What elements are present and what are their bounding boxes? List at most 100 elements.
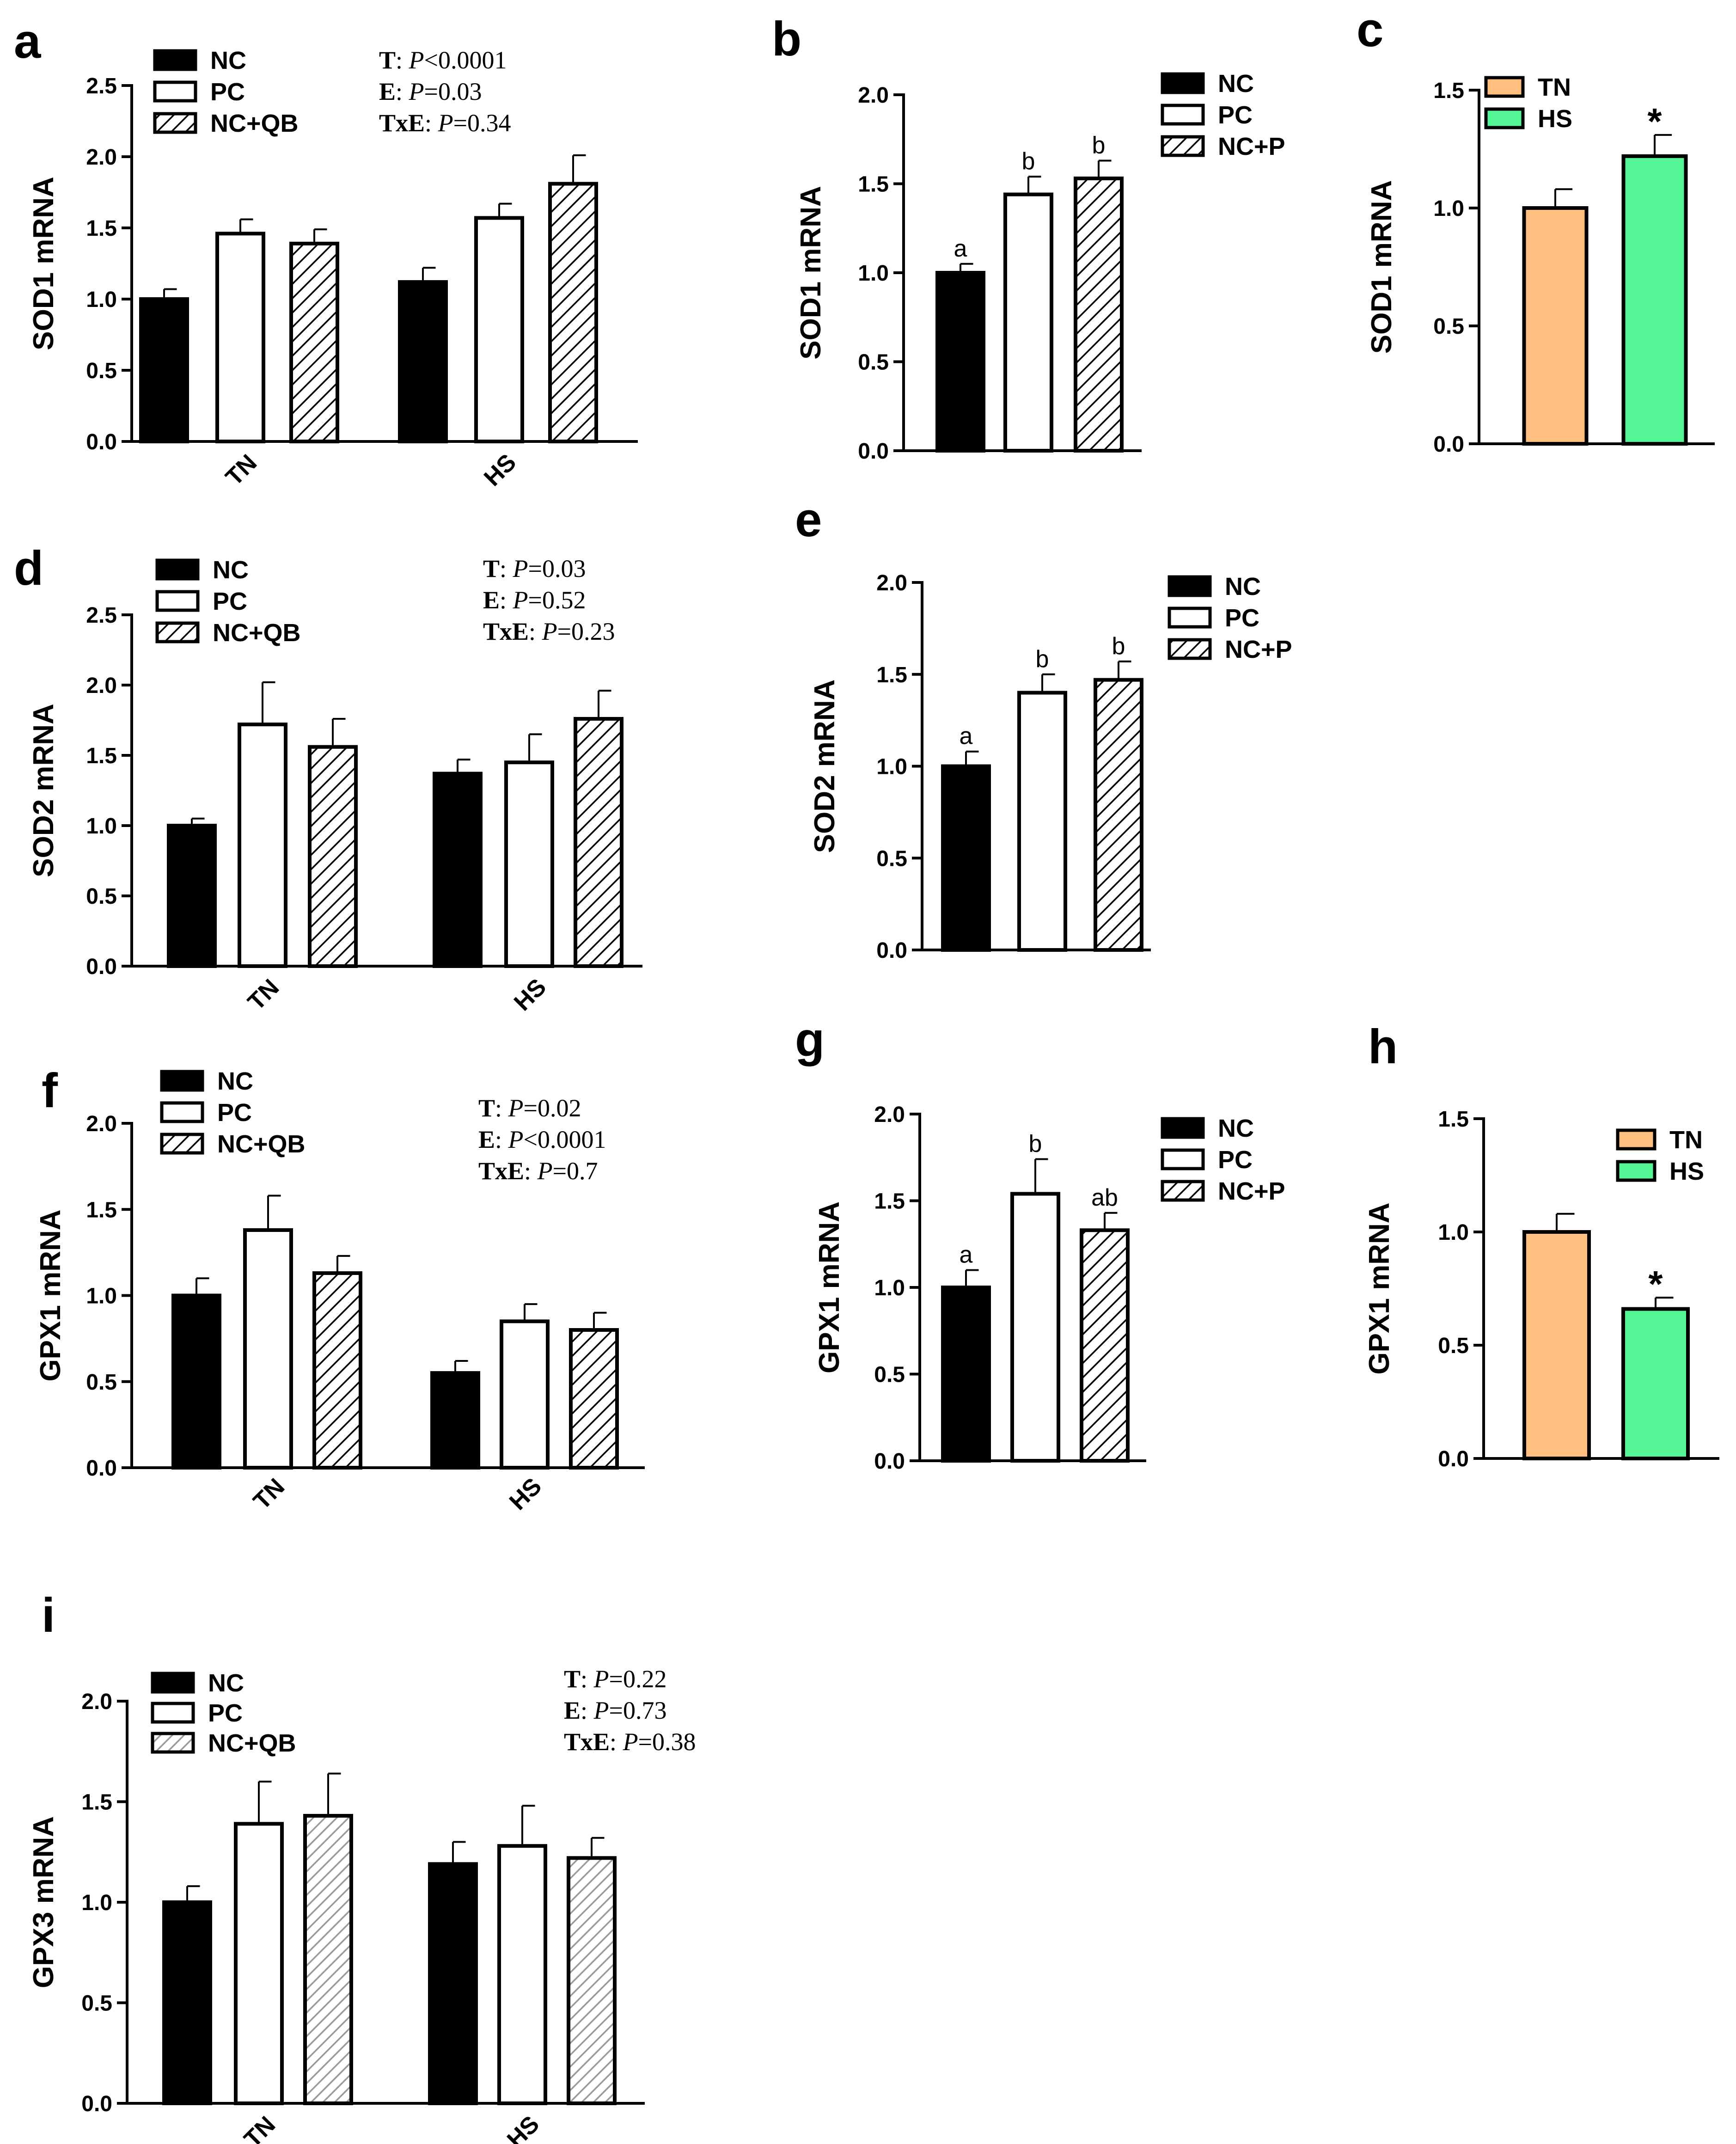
bar-nc-hs [433,772,483,968]
panel-letter-h: h [1368,1020,1398,1074]
legend-swatch [1161,104,1205,126]
stat-p: P [508,1126,524,1153]
bar-nc-qb-tn [308,745,358,968]
x-category-label: TN [243,974,284,1016]
panel-e: e 0.0 0.5 1.0 1.5 2.0 SOD2 mRNA a b b NC PC NC+P [795,493,1292,963]
stat-key: E [379,78,396,105]
stat-sep: : [425,109,438,137]
legend-swatch [1616,1160,1657,1182]
bar-nc [941,764,991,952]
x-category-label: TN [220,449,262,491]
stat-value: =0.52 [528,586,586,614]
y-tick-label: 0.0 [876,938,907,963]
y-tick-label: 1.0 [876,755,907,779]
legend-swatch [155,558,200,581]
panel-letter-d: d [14,541,43,595]
y-tick-label: 1.5 [81,1790,112,1815]
stat-key: E [483,586,500,614]
y-tick-label: 1.0 [86,1284,117,1309]
stat-sep: : [581,1665,594,1693]
stat-key: TxE [478,1157,524,1185]
stat-value: <0.0001 [524,1126,606,1153]
stat-line: E: P=0.52 [483,586,586,614]
y-axis-label: SOD1 mRNA [1366,180,1398,354]
stat-sep: : [581,1697,594,1724]
y-tick-label: 2.5 [86,74,117,98]
stat-sep: : [495,1126,508,1153]
y-tick-label: 0.5 [81,1991,112,2016]
panel-letter-c: c [1357,3,1383,57]
stat-value: =0.02 [524,1094,581,1122]
y-tick-label: 0.0 [1438,1447,1469,1471]
legend-label: NC [1218,1115,1254,1142]
stat-line: T: P=0.03 [483,555,586,582]
y-tick-label: 0.5 [86,1370,117,1395]
legend-label: NC [213,556,249,584]
y-tick-label: 1.5 [86,1198,117,1222]
y-tick-label: 0.0 [86,1456,117,1481]
legend: TN HS [1484,74,1572,133]
y-tick-label: 2.0 [86,674,117,698]
x-category-label: TN [239,2111,281,2144]
y-axis-label: SOD1 mRNA [795,186,827,360]
bar-tn [1522,206,1589,446]
legend-label: NC [1225,573,1261,600]
y-axis-label: SOD2 mRNA [809,680,841,853]
stat-sep: : [396,78,409,105]
bar-pc-tn [238,723,287,968]
stat-key: TxE [379,109,425,137]
y-tick-label: 0.0 [858,439,889,464]
stat-value: =0.7 [553,1157,598,1185]
panel-letter-i: i [42,1588,55,1642]
stat-p: P [537,1157,553,1185]
significance-label: a [954,235,967,262]
legend-label: PC [217,1099,252,1127]
y-axis-label: GPX1 mRNA [813,1201,845,1373]
stat-value: <0.0001 [424,46,507,74]
y-tick-label: 1.0 [86,814,117,839]
y-tick-label: 2.0 [876,571,907,595]
legend-swatch [155,590,200,612]
bar-hs [1621,1307,1690,1461]
stat-line: TxE: P=0.7 [478,1157,598,1185]
y-tick-label: 0.5 [858,350,889,375]
stat-value: =0.23 [557,618,615,645]
bar-nc-p [1074,176,1124,453]
bar-nc-tn [162,1900,212,2105]
stat-key: TxE [564,1728,610,1756]
x-category-label: HS [479,449,521,491]
stat-value: =0.34 [453,109,511,137]
significance-label: * [1647,101,1662,142]
significance-label: * [1648,1263,1663,1305]
stat-line: TxE: P=0.34 [379,109,511,137]
stat-key: E [478,1126,495,1153]
stat-value: =0.38 [638,1728,696,1756]
bar-pc-hs [497,1844,547,2105]
y-tick-label: 1.0 [1433,196,1464,221]
panel-d: d 0.0 0.5 1.0 1.5 2.0 2.5 SOD2 mRNA TN HS NC PC NC+Q… [14,541,642,1016]
legend-swatch [160,1133,204,1155]
bar-pc [1010,1192,1060,1463]
y-tick-label: 2.0 [874,1103,905,1127]
y-axis-label: SOD2 mRNA [28,704,60,877]
legend-label: HS [1669,1158,1704,1185]
x-category-label: HS [509,974,551,1016]
stat-p: P [438,109,453,137]
bar-nc-qb-hs [569,1328,619,1470]
y-axis-label: GPX3 mRNA [28,1816,60,1988]
legend-label: NC [208,1669,244,1697]
bar-nc-hs [428,1862,478,2106]
significance-label: ab [1091,1184,1118,1211]
bar-nc-p [1094,678,1143,952]
significance-label: a [960,1242,973,1268]
bar-pc-tn [215,232,265,443]
y-tick-label: 0.0 [1433,432,1464,457]
stat-line: T: P<0.0001 [379,46,507,74]
legend-label: PC [208,1699,243,1727]
stat-p: P [409,78,424,105]
significance-label: b [1036,646,1049,673]
legend-swatch [1161,72,1205,94]
y-tick-label: 1.5 [86,744,117,768]
